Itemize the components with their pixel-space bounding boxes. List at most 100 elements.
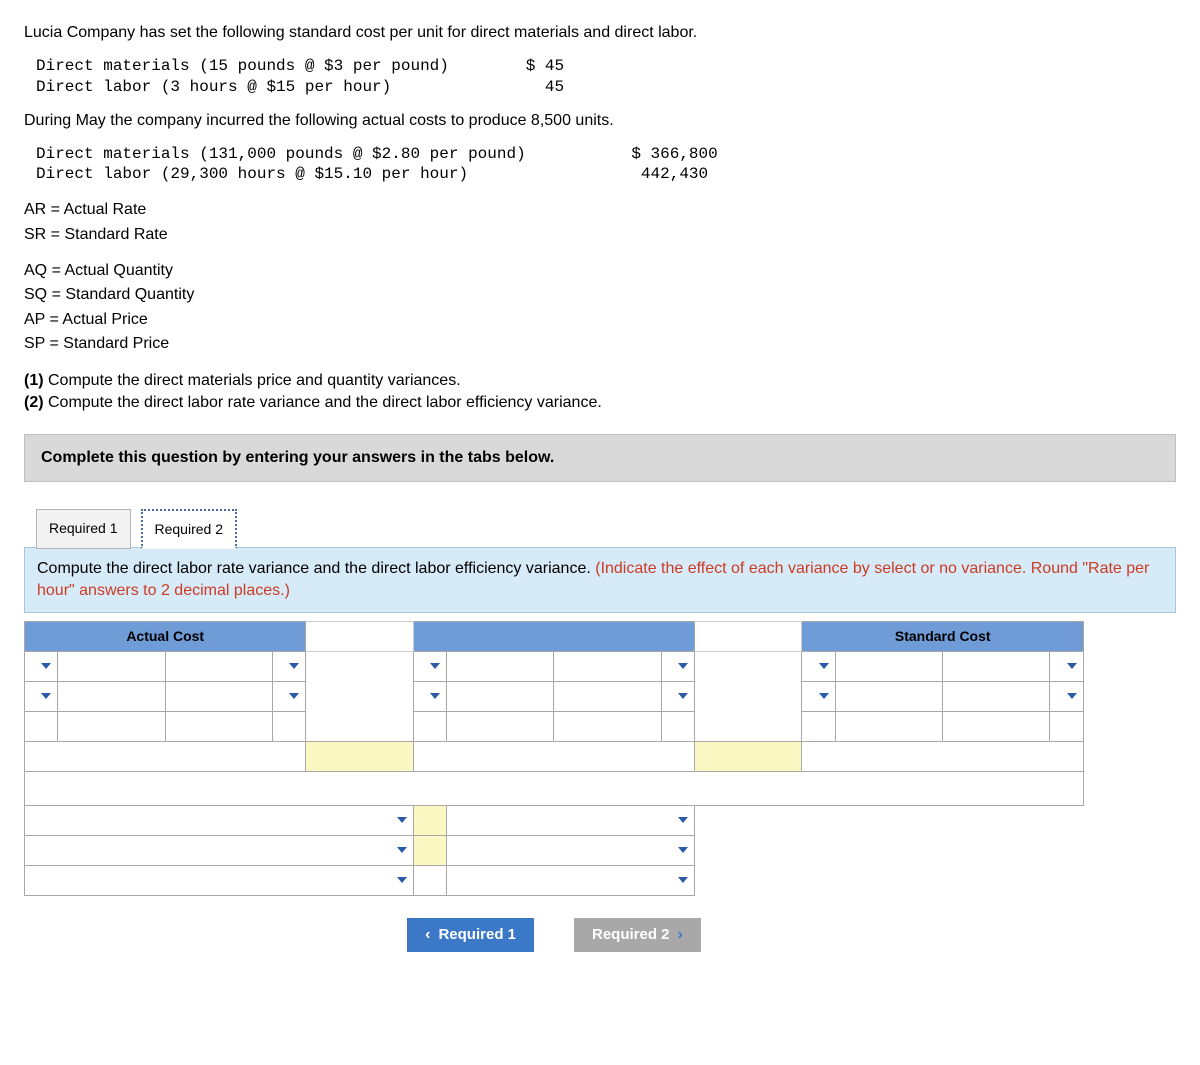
cell-a3-d[interactable]: [273, 711, 306, 741]
std-line1-label: Direct materials (15 pounds @ $3 per pou…: [36, 57, 449, 75]
var3-label[interactable]: [25, 865, 414, 895]
def-ar: AR = Actual Rate: [24, 199, 1176, 221]
std-line2-label: Direct labor (3 hours @ $15 per hour): [36, 78, 391, 96]
cell-m1-val[interactable]: [447, 651, 554, 681]
var1-amt[interactable]: [413, 805, 446, 835]
standard-cost-block: Direct materials (15 pounds @ $3 per pou…: [36, 56, 1176, 98]
prompt-main: Compute the direct labor rate variance a…: [37, 560, 595, 577]
work-area: Actual Cost Standard Cost: [24, 621, 1176, 952]
cell-s2-val[interactable]: [835, 681, 942, 711]
cell-a1-val2[interactable]: [165, 651, 272, 681]
header-row: Actual Cost Standard Cost: [25, 621, 1084, 651]
prev-button[interactable]: ‹ Required 1: [407, 918, 534, 952]
cell-s3-d[interactable]: [1050, 711, 1084, 741]
total-mid[interactable]: [413, 741, 694, 771]
question-banner: Complete this question by entering your …: [24, 434, 1176, 482]
actual-cost-block: Direct materials (131,000 pounds @ $2.80…: [36, 144, 1176, 186]
tab-bar: Required 1 Required 2: [36, 508, 1176, 548]
cell-m1-dd2[interactable]: [661, 651, 694, 681]
cell-s1-dd2[interactable]: [1050, 651, 1084, 681]
cell-m2-dd[interactable]: [413, 681, 446, 711]
cell-m2-val2[interactable]: [554, 681, 661, 711]
variance-table: Actual Cost Standard Cost: [24, 621, 1084, 896]
next-button[interactable]: Required 2 ›: [574, 918, 701, 952]
variance-row-1: [25, 805, 1084, 835]
std-line1-val: $ 45: [526, 57, 564, 75]
var1-label[interactable]: [25, 805, 414, 835]
header-standard-cost: Standard Cost: [802, 621, 1084, 651]
var2-label[interactable]: [25, 835, 414, 865]
header-mid: [413, 621, 694, 651]
next-label: Required 2: [592, 926, 670, 943]
total-actual[interactable]: [25, 741, 306, 771]
cell-s1-dd[interactable]: [802, 651, 835, 681]
data-row-2: [25, 681, 1084, 711]
cell-s1-val2[interactable]: [943, 651, 1050, 681]
var2-type[interactable]: [447, 835, 695, 865]
intro-text: Lucia Company has set the following stan…: [24, 24, 1176, 42]
totals-row: [25, 741, 1084, 771]
cell-m3-a[interactable]: [413, 711, 446, 741]
act-line2-label: Direct labor (29,300 hours @ $15.10 per …: [36, 165, 468, 183]
def-aq: AQ = Actual Quantity: [24, 260, 1176, 282]
cell-a3-b[interactable]: [58, 711, 165, 741]
cell-m1-dd[interactable]: [413, 651, 446, 681]
cell-s1-val[interactable]: [835, 651, 942, 681]
definitions-2: AQ = Actual Quantity SQ = Standard Quant…: [24, 260, 1176, 356]
variance-row-2: [25, 835, 1084, 865]
var3-type[interactable]: [447, 865, 695, 895]
cell-a2-val2[interactable]: [165, 681, 272, 711]
def-sr: SR = Standard Rate: [24, 224, 1176, 246]
act-line1-val: $ 366,800: [631, 145, 717, 163]
cell-a1-val[interactable]: [58, 651, 165, 681]
instr-1-text: Compute the direct materials price and q…: [48, 372, 461, 389]
blank-cell: [25, 771, 1084, 805]
cell-m2-val[interactable]: [447, 681, 554, 711]
chevron-right-icon: ›: [678, 926, 683, 944]
cell-s2-dd2[interactable]: [1050, 681, 1084, 711]
tab-required-2[interactable]: Required 2: [141, 509, 238, 549]
cell-a1-dd2[interactable]: [273, 651, 306, 681]
prompt-banner: Compute the direct labor rate variance a…: [24, 547, 1176, 612]
cell-s2-dd[interactable]: [802, 681, 835, 711]
cell-m3-b[interactable]: [447, 711, 554, 741]
data-row-3: [25, 711, 1084, 741]
data-row-1: [25, 651, 1084, 681]
cell-m2-dd2[interactable]: [661, 681, 694, 711]
cell-s3-b[interactable]: [835, 711, 942, 741]
var2-amt[interactable]: [413, 835, 446, 865]
var3-amt[interactable]: [413, 865, 446, 895]
def-sq: SQ = Standard Quantity: [24, 284, 1176, 306]
definitions-1: AR = Actual Rate SR = Standard Rate: [24, 199, 1176, 246]
chevron-left-icon: ‹: [425, 926, 430, 944]
instr-2-prefix: (2): [24, 394, 48, 411]
nav-buttons: ‹ Required 1 Required 2 ›: [24, 918, 1084, 952]
cell-a3-c[interactable]: [165, 711, 272, 741]
total-standard[interactable]: [802, 741, 1084, 771]
act-line1-label: Direct materials (131,000 pounds @ $2.80…: [36, 145, 526, 163]
cell-s3-c[interactable]: [943, 711, 1050, 741]
cell-a2-val[interactable]: [58, 681, 165, 711]
act-line2-val: 442,430: [641, 165, 708, 183]
instructions: (1) Compute the direct materials price a…: [24, 370, 1176, 415]
cell-a1-dd[interactable]: [25, 651, 58, 681]
tab-required-1[interactable]: Required 1: [36, 509, 131, 549]
variance-row-3: [25, 865, 1084, 895]
std-line2-val: 45: [545, 78, 564, 96]
mid-text: During May the company incurred the foll…: [24, 112, 1176, 130]
def-sp: SP = Standard Price: [24, 333, 1176, 355]
cell-s3-a[interactable]: [802, 711, 835, 741]
var1-type[interactable]: [447, 805, 695, 835]
blank-row: [25, 771, 1084, 805]
total-gap2-yellow[interactable]: [695, 741, 802, 771]
cell-m3-c[interactable]: [554, 711, 661, 741]
cell-a2-dd2[interactable]: [273, 681, 306, 711]
cell-m1-val2[interactable]: [554, 651, 661, 681]
cell-s2-val2[interactable]: [943, 681, 1050, 711]
prev-label: Required 1: [438, 926, 516, 943]
cell-a2-dd[interactable]: [25, 681, 58, 711]
cell-a3-a[interactable]: [25, 711, 58, 741]
total-gap1-yellow[interactable]: [306, 741, 413, 771]
cell-m3-d[interactable]: [661, 711, 694, 741]
instr-1-prefix: (1): [24, 372, 48, 389]
